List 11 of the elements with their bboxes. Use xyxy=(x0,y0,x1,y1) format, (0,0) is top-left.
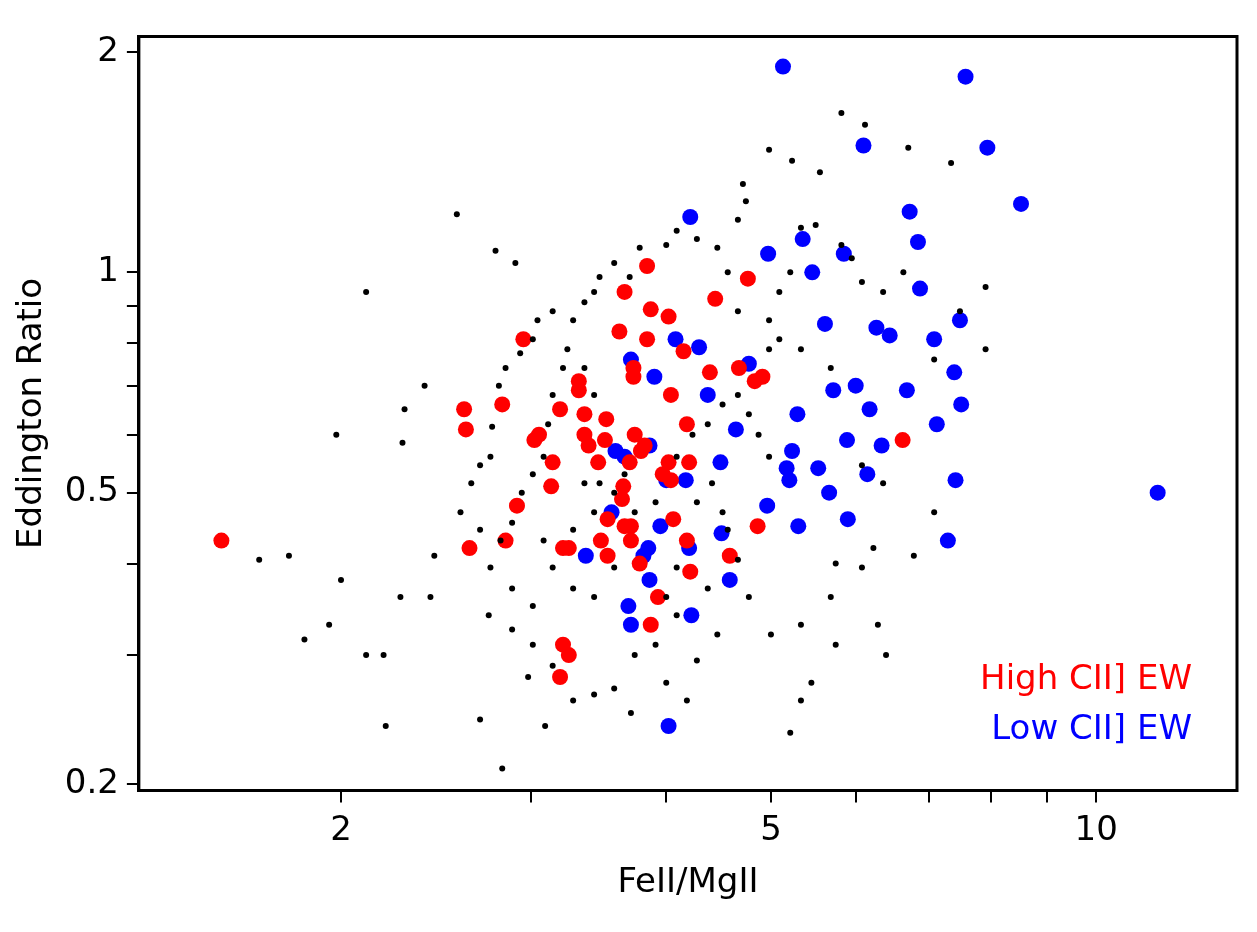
y-tick-label: 0.2 xyxy=(64,760,119,801)
x-tick-label: 2 xyxy=(330,807,352,848)
y-axis-title: Eddington Ratio xyxy=(9,277,50,549)
y-tick-label: 2 xyxy=(97,28,119,69)
x-axis-title: FeII/MgII xyxy=(617,860,759,901)
y-tick-label: 0.5 xyxy=(64,469,119,510)
y-tick-label: 1 xyxy=(97,249,119,290)
text: Low CII] EW xyxy=(991,707,1192,748)
text: High CII] EW xyxy=(980,657,1192,698)
x-tick-label: 5 xyxy=(760,807,782,848)
x-tick-label: 10 xyxy=(1074,807,1118,848)
